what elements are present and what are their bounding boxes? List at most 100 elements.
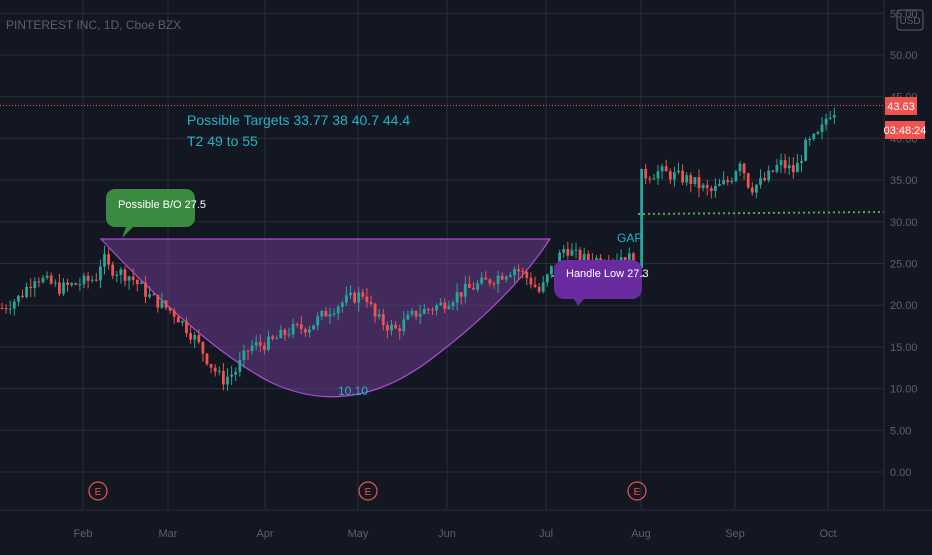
countdown-tag	[885, 121, 925, 139]
candle-body	[8, 308, 12, 310]
candle-body	[771, 170, 775, 172]
candle-body	[570, 249, 574, 256]
gap-support-line	[637, 211, 885, 215]
candle-body	[78, 284, 82, 286]
earnings-marker	[358, 481, 378, 501]
candle-body	[217, 371, 221, 373]
candle-body	[435, 305, 438, 311]
candle-body	[832, 115, 836, 118]
candle-body	[480, 277, 484, 284]
candle-body	[0, 308, 4, 310]
candle-body	[586, 253, 590, 261]
candle-body	[250, 345, 254, 352]
candle-body	[29, 286, 33, 288]
candle-body	[496, 275, 500, 285]
candle-body	[369, 301, 373, 304]
candle-body	[812, 133, 816, 140]
price-tick-label: 35.00	[890, 175, 918, 187]
candle-body	[176, 316, 180, 323]
candle-body	[550, 266, 553, 275]
price-axis[interactable]: 55.0050.0045.0040.0035.0030.0025.0020.00…	[883, 0, 927, 510]
candle-body	[308, 329, 311, 333]
candle-body	[234, 371, 238, 375]
last-price-text: 43.63	[887, 101, 915, 113]
time-axis[interactable]: Feb Mar Apr May Jun Jul Aug Sep Oct	[0, 509, 932, 540]
candle-body	[283, 329, 287, 335]
price-tick-label: 50.00	[890, 50, 918, 62]
candle-body	[353, 292, 356, 303]
candle-body	[279, 329, 283, 339]
candle-body	[439, 302, 443, 306]
price-tick-label: 15.00	[890, 342, 918, 354]
candle-body	[135, 279, 139, 285]
candle-body	[312, 325, 315, 330]
candle-body	[566, 249, 570, 256]
candle-body	[4, 308, 8, 310]
candle-body	[660, 166, 664, 172]
candle-body	[193, 334, 197, 340]
candle-body	[504, 276, 508, 280]
candle-body	[189, 333, 192, 340]
candle-body	[263, 345, 266, 350]
candle-body	[58, 282, 61, 294]
candle-body	[398, 328, 402, 332]
candle-body	[345, 295, 348, 303]
candle-body	[763, 178, 766, 181]
handle-callout	[554, 260, 642, 306]
time-tick-label: Jun	[438, 528, 456, 540]
candle-body	[291, 324, 295, 335]
price-tick-label: 25.00	[890, 259, 918, 271]
candle-body	[804, 139, 807, 161]
currency-label: USD	[899, 16, 920, 27]
candle-body	[455, 292, 459, 303]
candle-body	[49, 275, 53, 284]
candle-body	[115, 274, 119, 276]
candle-body	[361, 292, 365, 297]
earnings-marker-text: E	[95, 487, 102, 498]
candle-body	[705, 184, 709, 189]
candle-body	[447, 306, 451, 309]
candle-body	[86, 275, 90, 281]
price-tick-label: 30.00	[890, 217, 918, 229]
candle-body	[287, 334, 291, 336]
candle-body	[168, 307, 172, 311]
candle-body	[783, 160, 787, 169]
candle-body	[53, 282, 57, 284]
candle-body	[258, 342, 262, 346]
candle-body	[517, 269, 520, 272]
candle-body	[673, 172, 676, 180]
candle-body	[357, 292, 361, 303]
candle-body	[103, 254, 106, 267]
candle-body	[349, 292, 352, 296]
candle-body	[451, 302, 455, 307]
candle-body	[197, 334, 201, 343]
candle-body	[37, 281, 41, 283]
candle-body	[45, 275, 49, 278]
time-tick-label: Sep	[725, 528, 745, 540]
candle-body	[90, 279, 94, 281]
candle-body	[529, 277, 533, 285]
candle-body	[791, 165, 795, 173]
candle-body	[164, 300, 168, 308]
candle-body	[668, 171, 672, 180]
candle-body	[623, 257, 627, 261]
candle-body	[828, 117, 832, 119]
candle-body	[533, 284, 537, 287]
candle-body	[582, 253, 586, 263]
candle-body	[578, 249, 582, 263]
candle-body	[299, 324, 303, 329]
candle-body	[513, 269, 516, 276]
candle-body	[767, 170, 771, 181]
candle-body	[66, 282, 69, 286]
candle-body	[62, 282, 65, 294]
candle-body	[181, 321, 184, 323]
candle-body	[619, 257, 623, 260]
candle-body	[697, 177, 701, 189]
annotations: Possible Targets 33.77 38 40.7 44.4 T2 49…	[88, 112, 649, 501]
candle-body	[209, 364, 213, 368]
candlestick-series	[0, 107, 836, 391]
candle-body	[787, 165, 791, 169]
candle-body	[820, 124, 824, 132]
